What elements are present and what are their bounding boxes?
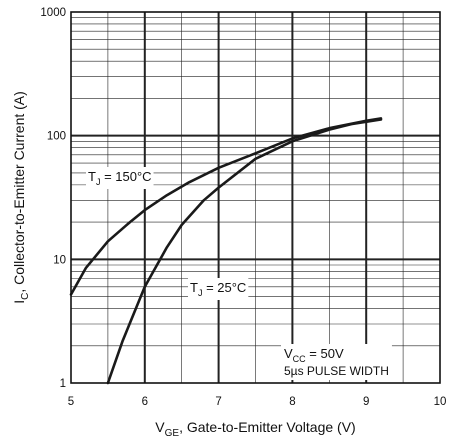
x-tick-label: 6 (142, 396, 148, 408)
y-tick-label: 10 (53, 254, 66, 266)
major-gridlines (71, 12, 440, 383)
x-tick-label: 7 (215, 396, 221, 408)
x-axis-label: VGE, Gate-to-Emitter Voltage (V) (155, 419, 355, 439)
series-label-25c: TJ = 25°C (190, 280, 246, 298)
x-tick-label: 10 (434, 396, 447, 408)
y-tick-label: 1000 (40, 7, 66, 19)
plot-frame (70, 11, 441, 384)
conditions-box-bg (281, 344, 392, 380)
x-tick-label: 8 (289, 396, 295, 408)
pulse-width-annotation: 5µs PULSE WIDTH (284, 364, 389, 378)
series-group (69, 117, 383, 385)
series-line-25c (106, 118, 383, 385)
series-label-150c: TJ = 150°C (88, 169, 152, 187)
series-label-25-bg (188, 278, 249, 300)
y-tick-label: 100 (47, 131, 66, 143)
y-tick-label: 1 (60, 378, 66, 390)
x-tick-labels: 5 6 7 8 9 10 (68, 396, 447, 408)
y-axis-label: IC, Collector-to-Emitter Current (A) (11, 91, 31, 304)
series-line-150c (69, 117, 383, 296)
minor-gridlines (71, 12, 440, 383)
x-tick-label: 9 (363, 396, 369, 408)
y-tick-labels: 1 10 100 1000 (40, 7, 66, 390)
vcc-annotation: VCC = 50V (284, 346, 344, 364)
x-tick-label: 5 (68, 396, 74, 408)
series-label-150-bg (86, 167, 154, 189)
